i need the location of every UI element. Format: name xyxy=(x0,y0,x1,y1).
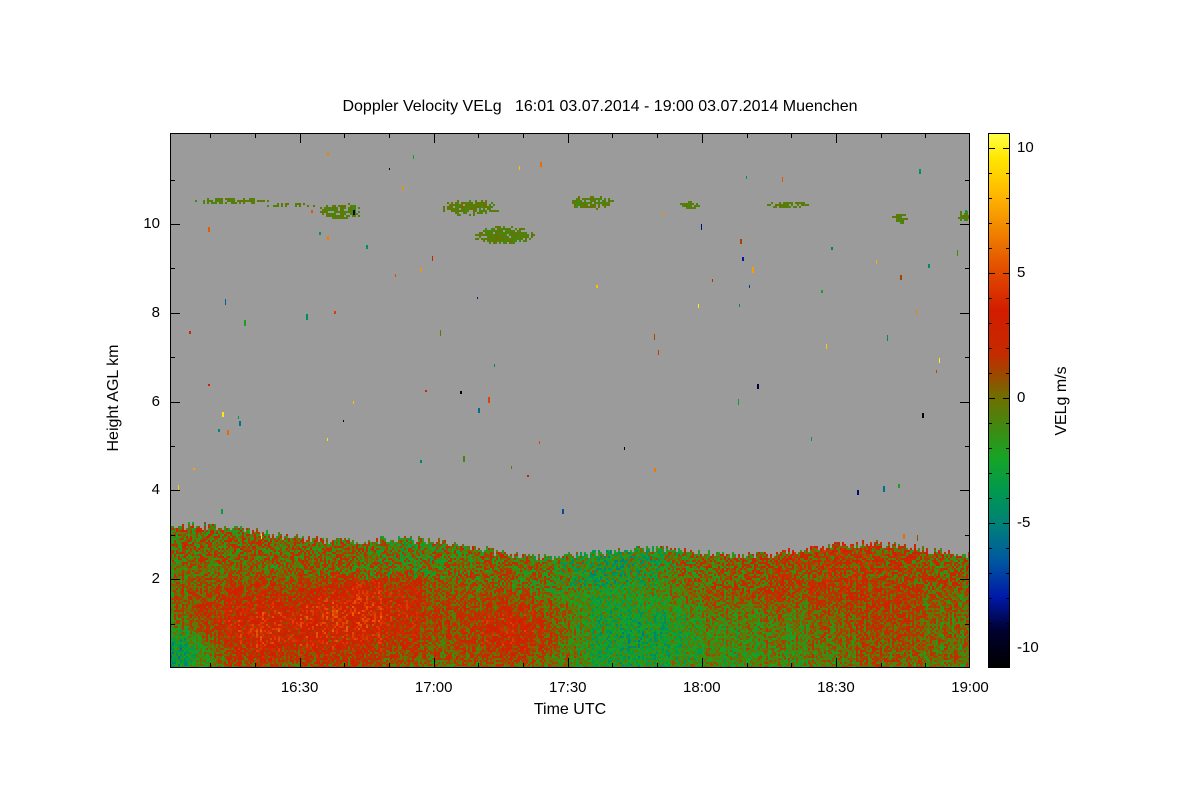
chart-title: Doppler Velocity VELg 16:01 03.07.2014 -… xyxy=(342,98,858,115)
y-tick-label: 8 xyxy=(151,303,160,321)
x-tick-label: 17:30 xyxy=(548,679,587,696)
x-tick-label: 18:30 xyxy=(817,679,855,696)
y-tick-label: 10 xyxy=(143,215,160,233)
colorbar-tick-label: 10 xyxy=(1017,139,1034,156)
x-tick-label: 17:00 xyxy=(414,679,453,696)
colorbar-tick-label: 0 xyxy=(1017,389,1026,406)
colorbar-canvas xyxy=(988,133,1010,668)
heatmap-plot-canvas xyxy=(170,133,970,668)
colorbar-tick-label: 5 xyxy=(1017,264,1026,281)
x-tick-label: 19:00 xyxy=(951,679,989,696)
x-tick-label: 16:30 xyxy=(280,679,319,696)
y-tick-label: 2 xyxy=(151,570,160,588)
y-tick-label: 4 xyxy=(151,481,160,499)
colorbar-label: VELg m/s xyxy=(1053,366,1070,436)
x-tick-label: 18:00 xyxy=(683,679,721,696)
colorbar-tick-label: -10 xyxy=(1017,639,1039,656)
x-axis-label: Time UTC xyxy=(533,701,607,718)
y-tick-label: 6 xyxy=(151,392,160,410)
colorbar-tick-label: -5 xyxy=(1017,514,1031,531)
